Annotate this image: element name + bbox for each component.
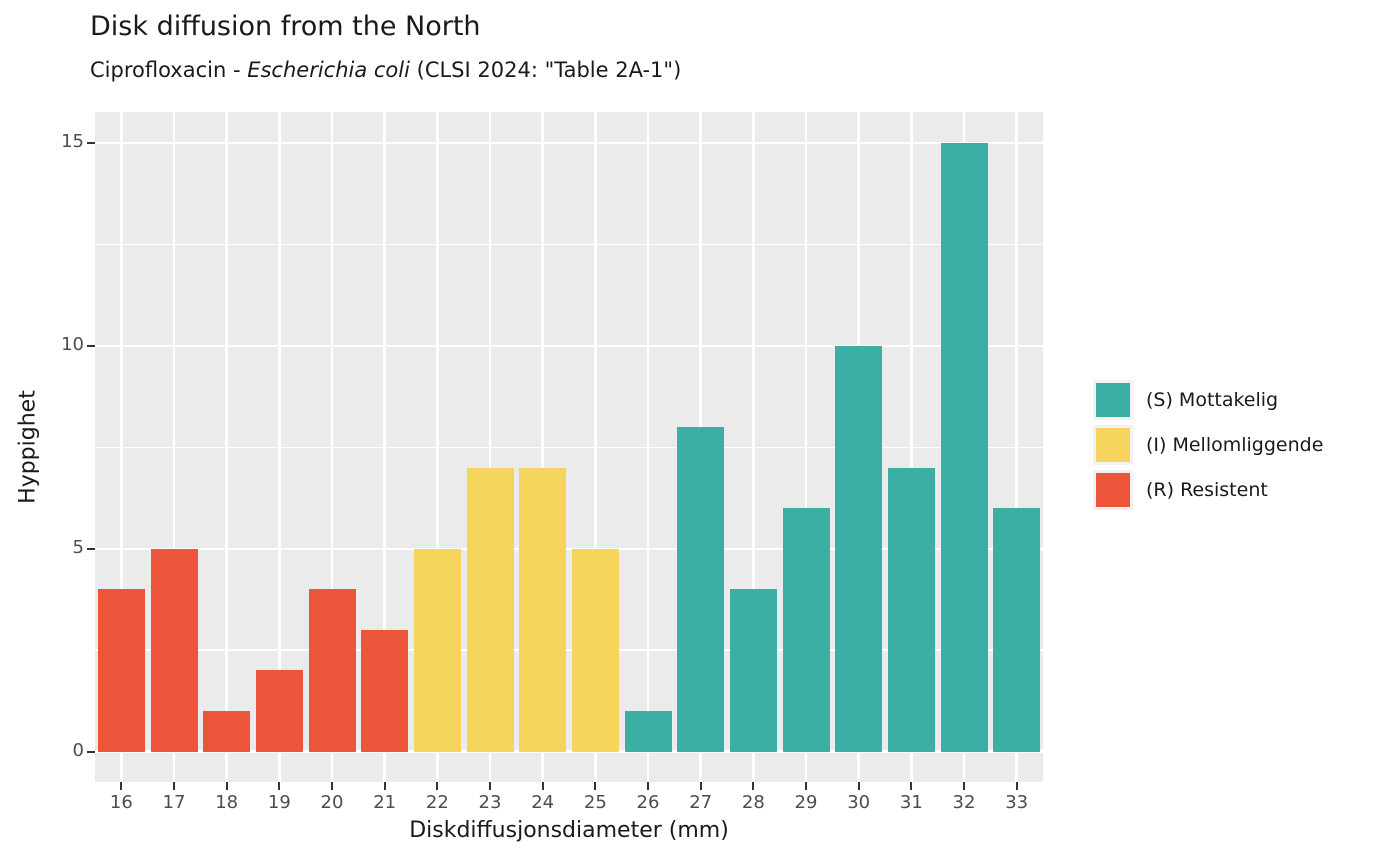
y-axis-title: Hyppighet xyxy=(15,390,41,504)
y-tick-label: 15 xyxy=(61,131,84,153)
bar-16 xyxy=(97,589,145,752)
gridline-horizontal-minor xyxy=(95,446,1043,449)
y-tick-label: 0 xyxy=(72,739,84,761)
x-axis-title: Diskdiffusjonsdiameter (mm) xyxy=(409,818,729,843)
y-tick-mark xyxy=(87,547,95,550)
gridline-horizontal-minor xyxy=(95,649,1043,651)
x-tick-label: 29 xyxy=(794,792,818,813)
subtitle-antibiotic: Ciprofloxacin - xyxy=(90,58,248,82)
gridline-horizontal-major xyxy=(95,141,1043,145)
y-tick-mark xyxy=(87,344,95,347)
bar-21 xyxy=(361,629,409,752)
x-tick-mark xyxy=(120,782,123,790)
x-tick-label: 22 xyxy=(425,792,449,813)
legend: (S) Mottakelig (I) Mellomliggende (R) Re… xyxy=(1093,380,1323,510)
legend-key xyxy=(1093,470,1133,510)
x-tick-label: 28 xyxy=(741,792,765,813)
x-tick-label: 19 xyxy=(267,792,291,813)
y-tick-label: 5 xyxy=(72,536,84,558)
x-tick-label: 16 xyxy=(109,792,133,813)
x-tick-label: 31 xyxy=(899,792,923,813)
x-tick-label: 17 xyxy=(162,792,186,813)
bar-20 xyxy=(308,589,356,752)
x-tick-label: 27 xyxy=(689,792,713,813)
x-tick-mark xyxy=(699,782,702,790)
x-tick-mark xyxy=(489,782,491,790)
bar-23 xyxy=(466,467,514,752)
bar-29 xyxy=(782,508,830,752)
y-tick-mark xyxy=(87,142,95,145)
gridline-horizontal-minor xyxy=(95,243,1043,246)
legend-label: (S) Mottakelig xyxy=(1146,389,1279,411)
chart-subtitle: Ciprofloxacin - Escherichia coli (CLSI 2… xyxy=(90,58,681,82)
intermediate-swatch-icon xyxy=(1096,428,1130,462)
legend-item-susceptible: (S) Mottakelig xyxy=(1093,380,1323,420)
x-tick-label: 18 xyxy=(215,792,239,813)
x-tick-mark xyxy=(647,782,649,790)
x-tick-label: 25 xyxy=(583,792,607,813)
x-tick-mark xyxy=(278,782,281,790)
bar-26 xyxy=(624,711,672,752)
x-tick-label: 30 xyxy=(847,792,871,813)
x-tick-mark xyxy=(383,782,386,790)
x-tick-mark xyxy=(963,782,965,790)
x-tick-label: 21 xyxy=(373,792,397,813)
bar-24 xyxy=(519,467,567,752)
x-tick-mark xyxy=(910,782,913,790)
bar-22 xyxy=(413,548,461,752)
x-tick-mark xyxy=(331,782,333,790)
susceptible-swatch-icon xyxy=(1096,383,1130,417)
bar-32 xyxy=(940,143,988,752)
bar-17 xyxy=(150,548,198,752)
x-tick-label: 23 xyxy=(478,792,502,813)
x-tick-label: 33 xyxy=(1005,792,1029,813)
x-tick-label: 32 xyxy=(952,792,976,813)
bar-30 xyxy=(835,345,883,752)
legend-key xyxy=(1093,380,1133,420)
subtitle-guideline: (CLSI 2024: "Table 2A-1") xyxy=(409,58,682,82)
plot-panel xyxy=(95,112,1043,782)
x-tick-mark xyxy=(594,782,597,790)
legend-item-intermediate: (I) Mellomliggende xyxy=(1093,425,1323,465)
gridline-horizontal-major xyxy=(95,547,1043,550)
gridline-horizontal-major xyxy=(95,750,1043,753)
x-tick-mark xyxy=(541,782,544,790)
legend-label: (R) Resistent xyxy=(1146,479,1268,501)
x-tick-mark xyxy=(857,782,860,790)
bar-19 xyxy=(255,670,303,752)
x-tick-mark xyxy=(173,782,175,790)
y-tick-label: 10 xyxy=(61,333,84,355)
x-tick-label: 20 xyxy=(320,792,344,813)
y-tick-mark xyxy=(87,750,95,753)
legend-item-resistant: (R) Resistent xyxy=(1093,470,1323,510)
bar-28 xyxy=(729,589,777,752)
x-tick-mark xyxy=(752,782,755,790)
x-tick-mark xyxy=(225,782,228,790)
x-tick-label: 26 xyxy=(636,792,660,813)
bar-27 xyxy=(677,427,725,752)
bar-33 xyxy=(993,508,1041,752)
chart-title: Disk diffusion from the North xyxy=(90,11,481,42)
resistant-swatch-icon xyxy=(1096,473,1130,507)
x-tick-label: 24 xyxy=(531,792,555,813)
x-tick-mark xyxy=(805,782,807,790)
legend-label: (I) Mellomliggende xyxy=(1146,434,1324,456)
bar-31 xyxy=(887,467,935,752)
x-tick-mark xyxy=(436,782,439,790)
gridline-horizontal-major xyxy=(95,344,1043,348)
subtitle-organism: Escherichia coli xyxy=(247,58,410,82)
bar-25 xyxy=(571,548,619,752)
x-tick-mark xyxy=(1015,782,1018,790)
bar-18 xyxy=(203,711,251,752)
legend-key xyxy=(1093,425,1133,465)
